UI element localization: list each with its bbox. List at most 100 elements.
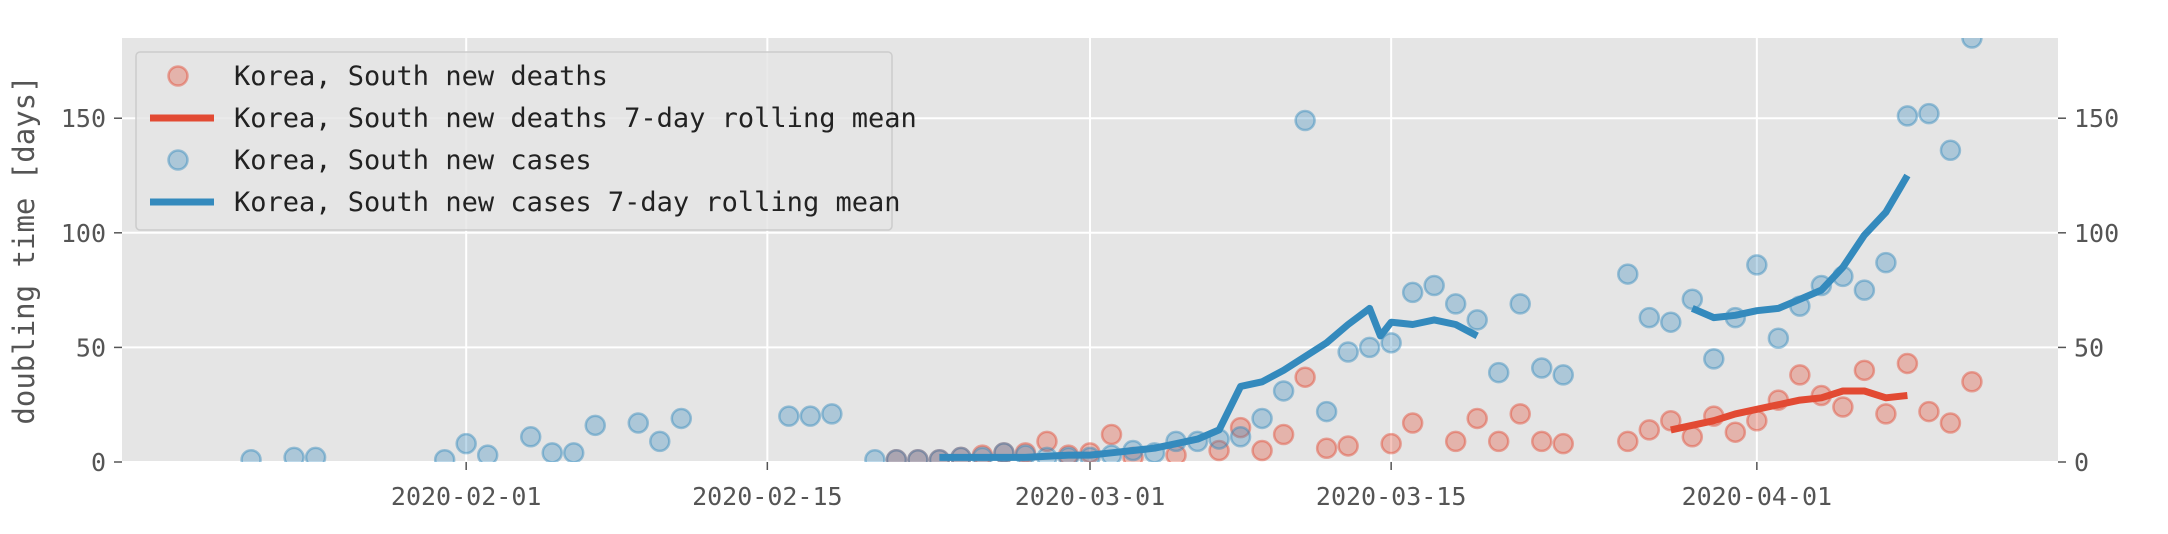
deaths-point bbox=[1853, 359, 1876, 382]
deaths-point bbox=[885, 448, 908, 462]
legend-box bbox=[135, 51, 893, 231]
cases-point bbox=[1638, 306, 1661, 329]
cases-point bbox=[1918, 102, 1940, 125]
deaths-point bbox=[1939, 412, 1962, 434]
deaths-point bbox=[1875, 403, 1897, 425]
legend-label: Korea, South new deaths bbox=[234, 61, 608, 92]
deaths-point bbox=[1272, 423, 1295, 446]
cases-point bbox=[799, 405, 822, 427]
cases-rolling-mean-line bbox=[939, 304, 1479, 461]
y-tick-label-right: 50 bbox=[2074, 333, 2104, 362]
y-tick-label-left: 100 bbox=[61, 219, 106, 248]
deaths-point bbox=[1552, 432, 1574, 455]
y-tick-label-right: 150 bbox=[2074, 104, 2119, 133]
legend-label: Korea, South new cases 7-day rolling mea… bbox=[234, 187, 900, 218]
deaths-point bbox=[1036, 430, 1058, 453]
y-tick-label-left: 50 bbox=[76, 333, 106, 362]
deaths-point bbox=[1100, 423, 1123, 446]
cases-point bbox=[1530, 357, 1553, 379]
cases-point bbox=[304, 446, 327, 462]
deaths-point bbox=[1832, 396, 1854, 418]
deaths-rolling-mean-line bbox=[1670, 387, 1908, 434]
x-tick-label: 2020-03-01 bbox=[1015, 482, 1166, 511]
deaths-point bbox=[907, 448, 929, 462]
cases-point bbox=[885, 448, 908, 462]
cases-point bbox=[1552, 364, 1574, 386]
cases-point bbox=[283, 446, 305, 462]
deaths-point bbox=[1466, 407, 1488, 430]
y-axis-label: doubling time [days] bbox=[7, 75, 41, 424]
cases-point bbox=[519, 426, 542, 448]
deaths-point bbox=[1487, 430, 1510, 453]
cases-point bbox=[1896, 105, 1919, 127]
legend: Korea, South new deaths Korea, South new … bbox=[135, 51, 917, 231]
cases-point bbox=[1423, 274, 1445, 297]
deaths-point bbox=[1401, 412, 1424, 434]
cases-point bbox=[1939, 139, 1962, 162]
cases-point bbox=[1380, 332, 1402, 354]
deaths-point bbox=[1208, 439, 1230, 462]
cases-point bbox=[1509, 293, 1531, 315]
deaths-point bbox=[1530, 430, 1553, 453]
deaths-point bbox=[1961, 371, 1983, 393]
deaths-point bbox=[1638, 419, 1661, 441]
cases-point bbox=[1444, 293, 1467, 315]
deaths-point bbox=[1789, 364, 1811, 386]
legend-marker-cases-points bbox=[167, 149, 189, 171]
cases-point bbox=[778, 405, 800, 427]
cases-point bbox=[1853, 279, 1876, 301]
cases-point bbox=[1660, 311, 1682, 333]
cases-point bbox=[1767, 327, 1790, 349]
deaths-point bbox=[1918, 400, 1940, 423]
deaths-point bbox=[1251, 439, 1273, 462]
x-tick-label: 2020-04-01 bbox=[1682, 482, 1833, 511]
y-tick-label-left: 0 bbox=[91, 448, 106, 477]
cases-point bbox=[455, 432, 477, 455]
cases-point bbox=[1703, 348, 1725, 370]
cases-point bbox=[1487, 361, 1510, 384]
deaths-point bbox=[1294, 366, 1316, 388]
x-tick-label: 2020-02-01 bbox=[391, 482, 542, 511]
cases-point bbox=[1337, 341, 1359, 363]
cases-point bbox=[240, 448, 262, 462]
cases-point bbox=[1294, 109, 1316, 132]
deaths-point bbox=[1380, 432, 1402, 455]
cases-point bbox=[907, 448, 929, 462]
y-tick-label-left: 150 bbox=[61, 104, 106, 133]
cases-point bbox=[1272, 380, 1295, 402]
legend-marker-deaths-points bbox=[167, 65, 189, 87]
x-tick-label: 2020-03-15 bbox=[1316, 482, 1467, 511]
cases-point bbox=[541, 442, 563, 462]
cases-point bbox=[1681, 288, 1704, 311]
cases-point bbox=[1617, 263, 1639, 285]
cases-point bbox=[584, 414, 606, 437]
cases-point bbox=[1875, 251, 1897, 274]
cases-point bbox=[1315, 400, 1338, 423]
deaths-point bbox=[1315, 437, 1338, 459]
cases-point bbox=[821, 403, 843, 425]
x-tick-label: 2020-02-15 bbox=[692, 482, 843, 511]
legend-label: Korea, South new cases bbox=[234, 145, 592, 176]
cases-rolling-mean-line bbox=[1690, 173, 1911, 322]
cases-point bbox=[1401, 281, 1424, 304]
deaths-point bbox=[1509, 403, 1531, 425]
cases-point bbox=[1251, 407, 1273, 430]
cases-point bbox=[476, 444, 499, 462]
deaths-point bbox=[1444, 430, 1467, 453]
deaths-point bbox=[1617, 430, 1639, 453]
axis-ticks: 2020-02-01 2020-02-15 2020-03-01 2020-03-15… bbox=[61, 104, 2119, 511]
cases-point bbox=[1961, 38, 1983, 49]
cases-point bbox=[1229, 426, 1252, 448]
deaths-point bbox=[1724, 421, 1747, 443]
y-tick-label-right: 0 bbox=[2074, 448, 2089, 477]
cases-point bbox=[1746, 254, 1768, 276]
cases-point bbox=[1358, 336, 1381, 359]
cases-point bbox=[627, 412, 650, 434]
plot-area bbox=[240, 38, 1983, 462]
cases-point bbox=[1466, 309, 1488, 331]
cases-point bbox=[670, 407, 693, 430]
y-tick-label-right: 100 bbox=[2074, 219, 2119, 248]
cases-point bbox=[864, 448, 886, 462]
legend-label: Korea, South new deaths 7-day rolling me… bbox=[234, 103, 917, 134]
